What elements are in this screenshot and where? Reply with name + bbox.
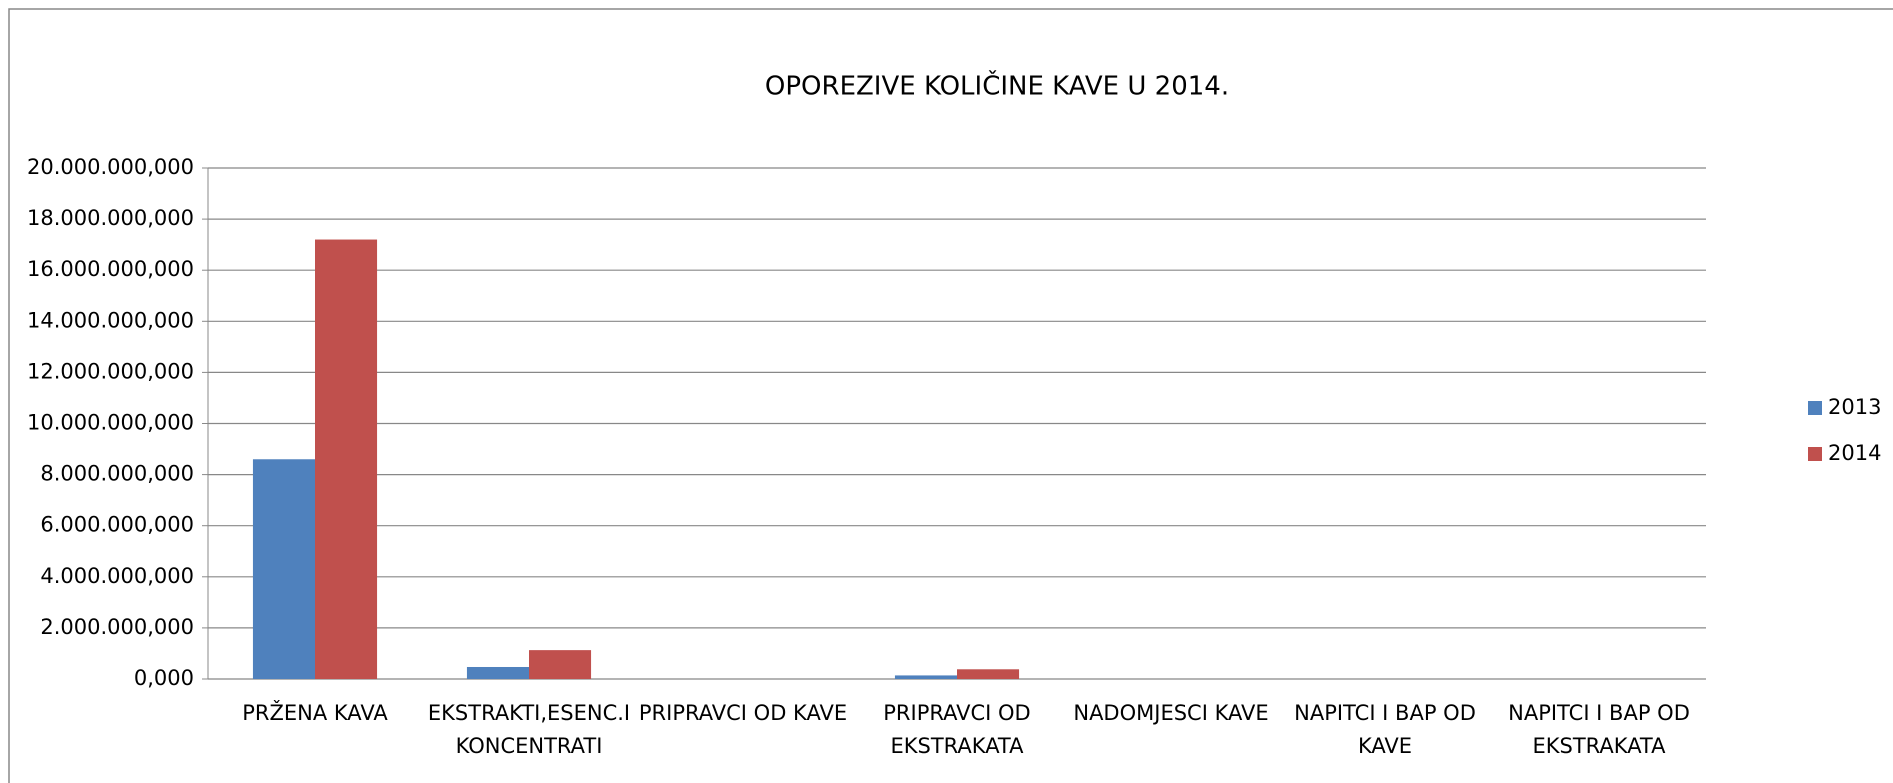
legend-label: 2014 — [1828, 441, 1881, 465]
y-tick-label: 20.000.000,000 — [27, 155, 194, 179]
x-tick-label: EKSTRAKTI,ESENC.I KONCENTRATI — [427, 701, 631, 758]
y-tick-label: 4.000.000,000 — [40, 564, 194, 588]
legend-label: 2013 — [1828, 395, 1881, 419]
x-tick-label: NAPITCI I BAP OD KAVE — [1294, 701, 1476, 758]
x-tick-label: PRŽENA KAVA — [242, 701, 388, 725]
y-tick-label: 0,000 — [134, 666, 194, 690]
y-tick-label: 2.000.000,000 — [40, 615, 194, 639]
chart-title: OPOREZIVE KOLIČINE KAVE U 2014. — [765, 70, 1229, 102]
y-tick-label: 12.000.000,000 — [27, 359, 194, 383]
bar — [529, 650, 592, 679]
y-tick-label: 16.000.000,000 — [27, 257, 194, 281]
bar — [252, 459, 315, 679]
x-tick-label: PRIPRAVCI OD EKSTRAKATA — [883, 701, 1031, 758]
x-tick-label: PRIPRAVCI OD KAVE — [638, 701, 848, 725]
y-tick-label: 8.000.000,000 — [40, 462, 194, 486]
y-tick-label: 6.000.000,000 — [40, 513, 194, 537]
y-tick-label: 10.000.000,000 — [27, 411, 194, 435]
legend-swatch — [1808, 447, 1822, 461]
legend-swatch — [1808, 401, 1822, 415]
x-tick-label: NADOMJESCI KAVE — [1073, 701, 1269, 725]
bar — [315, 239, 378, 680]
x-tick-label: NAPITCI I BAP OD EKSTRAKATA — [1508, 701, 1690, 758]
y-tick-label: 18.000.000,000 — [27, 206, 194, 230]
bar — [957, 669, 1020, 679]
bar — [894, 675, 957, 679]
y-tick-label: 14.000.000,000 — [27, 308, 194, 332]
bar — [466, 666, 529, 679]
